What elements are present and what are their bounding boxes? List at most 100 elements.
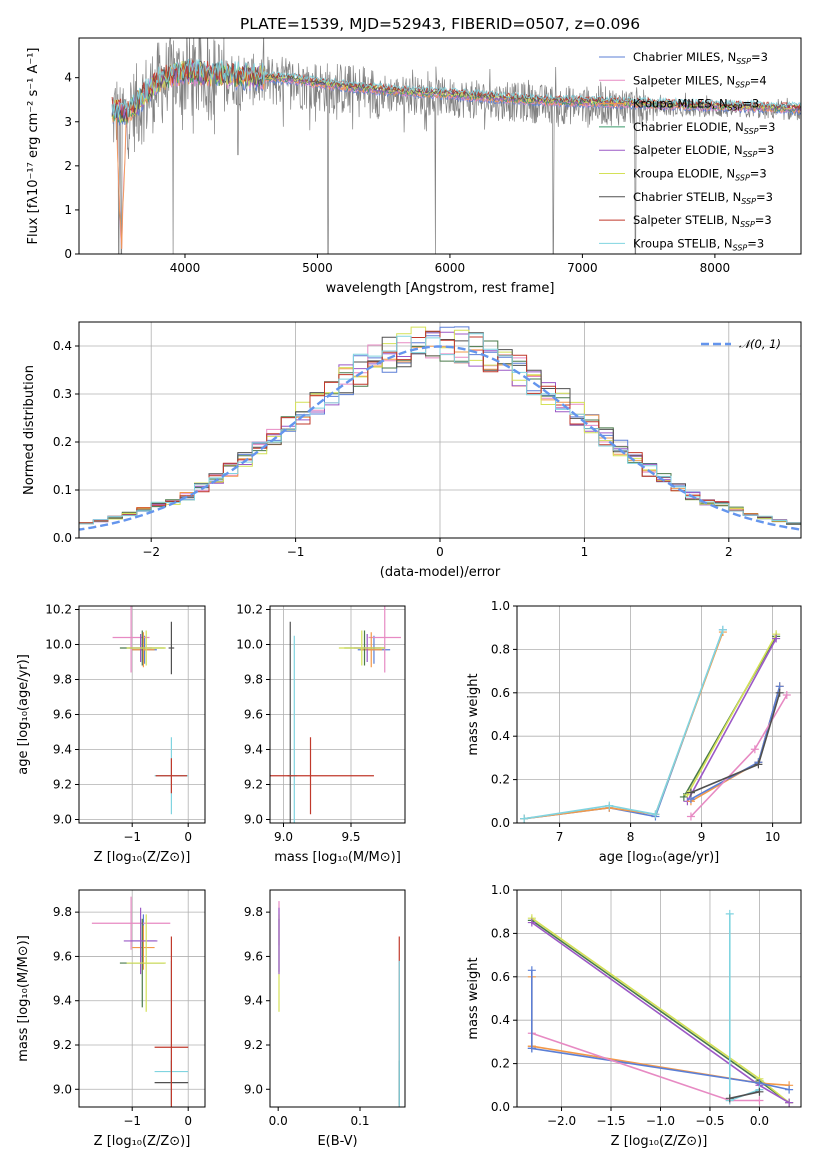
tick-label-y: 9.2 [53, 778, 72, 792]
tick-label-y: 9.6 [244, 949, 263, 963]
tick-label-x: 8000 [700, 261, 731, 275]
legend-suffix: =3 [742, 97, 759, 111]
tick-label-y: 10.2 [236, 603, 263, 617]
tick-label-y: 9.8 [244, 673, 263, 687]
tick-label-y: 9.8 [53, 905, 72, 919]
tick-label-x: 7 [556, 830, 564, 844]
legend-entry: Kroupa MILES, NSSP=3 [633, 97, 759, 113]
weight-line [690, 686, 781, 800]
legend-suffix: =3 [757, 143, 774, 157]
tick-label-x: 0.0 [750, 1114, 769, 1128]
weight-marker [527, 918, 536, 927]
weight-marker [651, 810, 660, 819]
legend-entry: Salpeter ELODIE, NSSP=3 [633, 143, 774, 159]
x-axis-label: age [log₁₀(age/yr)] [599, 850, 720, 865]
axes-frame [269, 889, 406, 1108]
x-axis-label: (data-model)/error [380, 565, 501, 580]
tick-label-x: −1.5 [596, 1114, 625, 1128]
tick-label-y: 9.4 [53, 994, 72, 1008]
error-bars [91, 896, 189, 1107]
y-axis-label: Normed distribution [22, 365, 37, 495]
weight-marker [527, 1044, 536, 1053]
legend-subscript: SSP [735, 174, 750, 183]
y-axis-label: mass weight [466, 673, 481, 755]
legend-subscript: SSP [728, 104, 743, 113]
tick-label-x: 7000 [567, 261, 598, 275]
tick-label-y: 9.6 [53, 708, 72, 722]
axes-frame [78, 889, 206, 1108]
tick-label-y: 9.6 [53, 949, 72, 963]
legend-entry: Salpeter STELIB, NSSP=3 [633, 213, 772, 229]
tick-label-y: 0.0 [53, 531, 72, 545]
error-bars [270, 606, 401, 823]
weight-marker [750, 745, 759, 754]
tick-label-y: 4 [64, 71, 72, 85]
tick-label-y: 0.0 [491, 1100, 510, 1114]
tick-label-x: −1.0 [646, 1114, 675, 1128]
tick-label-y: 0.4 [53, 339, 72, 353]
x-axis-label: E(B-V) [317, 1134, 357, 1149]
tick-label-y: 9.0 [53, 813, 72, 827]
tick-label-y: 0.2 [53, 435, 72, 449]
axes-frame [516, 605, 802, 824]
tick-label-x: 0 [436, 545, 444, 559]
panel-age-vs-mass: 9.0 9.5 9.0 9.2 9.4 9.6 9.8 10.0 10.2 mass [log₁₀… [236, 603, 406, 865]
tick-label-y: 0.6 [491, 970, 510, 984]
weight-marker [520, 814, 529, 823]
weight-marker [785, 1085, 794, 1094]
tick-label-x: 0 [184, 1114, 192, 1128]
weight-marker [755, 1087, 764, 1096]
weight-marker [725, 909, 734, 918]
weight-lines [520, 625, 791, 823]
legend-suffix: =3 [750, 167, 767, 181]
weight-line [523, 629, 724, 820]
legend-suffix: =4 [750, 73, 767, 87]
tick-label-x: −0.5 [695, 1114, 724, 1128]
weight-line [686, 633, 777, 796]
tick-label-y: 10.0 [236, 638, 263, 652]
panel-massweight-vs-age: 7 8 9 10 0.0 0.2 0.4 0.6 0.8 1.0 age [log₁₀(age/yr… [466, 599, 802, 865]
histograms [79, 326, 801, 531]
tick-label-y: 9.6 [244, 708, 263, 722]
legend-subscript: SSP [744, 127, 759, 136]
legend-entry: 𝒩(0, 1) [739, 337, 781, 351]
weight-marker [772, 634, 781, 643]
weight-line [690, 686, 781, 802]
weight-line [531, 1032, 760, 1102]
tick-label-y: 0.2 [491, 773, 510, 787]
legend-suffix: =3 [759, 120, 776, 134]
weight-marker [686, 788, 695, 797]
weight-marker [527, 966, 536, 975]
tick-label-x: −1 [123, 1114, 141, 1128]
tick-label-x: 6000 [435, 261, 466, 275]
tick-label-x: 8 [627, 830, 635, 844]
error-bars [278, 901, 400, 1107]
weight-marker [755, 1096, 764, 1105]
legend-entry: Chabrier MILES, NSSP=3 [633, 50, 768, 66]
weight-marker [785, 1098, 794, 1107]
tick-label-y: 9.0 [244, 813, 263, 827]
y-axis-label: mass [log₁₀(M/M⊙)] [16, 935, 31, 1062]
legend-suffix: =3 [755, 213, 772, 227]
tick-label-y: 9.4 [244, 994, 263, 1008]
tick-label-x: 0 [184, 830, 192, 844]
tick-label-y: 9.0 [244, 1082, 263, 1096]
tick-label-y: 0.0 [491, 816, 510, 830]
weight-marker [754, 760, 763, 769]
weight-marker [686, 812, 695, 821]
weight-marker [718, 625, 727, 634]
legend-subscript: SSP [733, 243, 748, 252]
legend-subscript: SSP [743, 150, 758, 159]
weight-line [686, 638, 777, 802]
tick-label-y: 9.0 [53, 1082, 72, 1096]
panel-residuals: −2 −1 0 1 2 0.0 0.1 0.2 0.3 0.4 (data-model)/error… [22, 321, 802, 580]
tick-label-y: 9.8 [244, 905, 263, 919]
legend-spectrum: Chabrier MILES, NSSP=3 Salpeter MILES, NS… [599, 50, 775, 252]
legend-subscript: SSP [741, 197, 756, 206]
tick-label-y: 9.4 [244, 743, 263, 757]
weight-marker [775, 688, 784, 697]
tick-label-y: 0.6 [491, 686, 510, 700]
tick-label-y: 0.4 [491, 1013, 510, 1027]
tick-label-y: 0 [64, 247, 72, 261]
